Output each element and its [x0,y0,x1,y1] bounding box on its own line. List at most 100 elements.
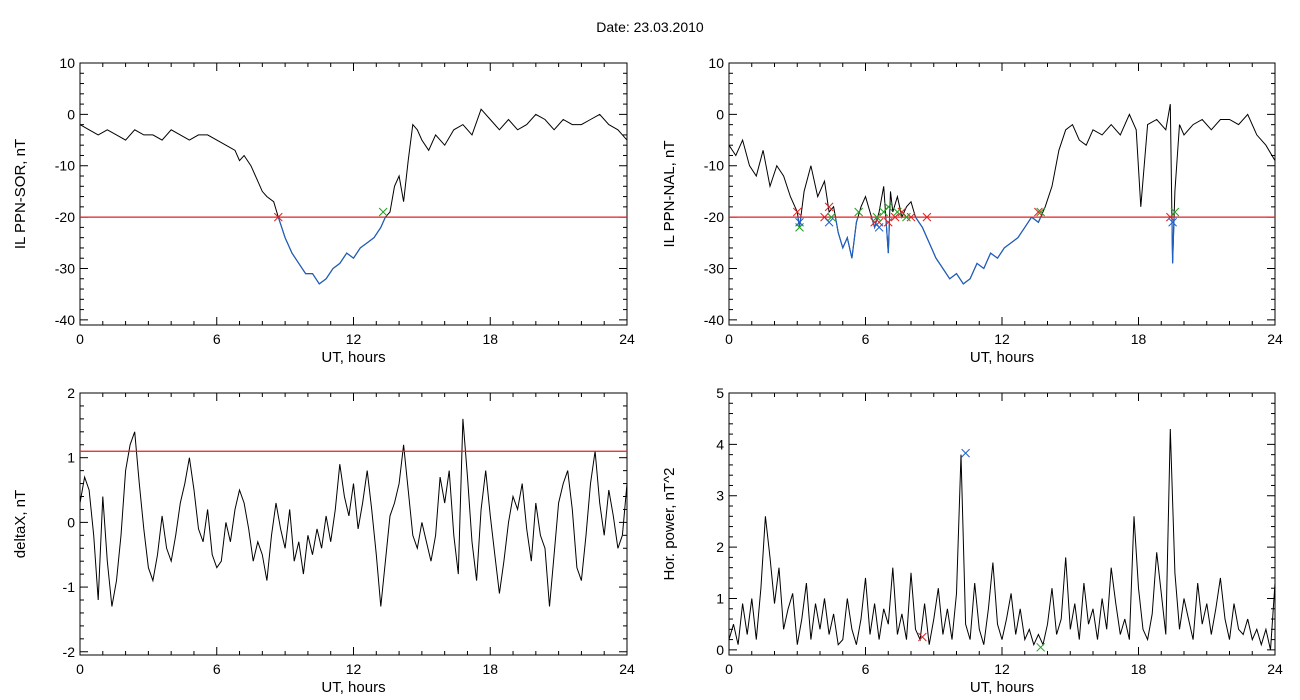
blue-x-marker [874,223,884,232]
chart-panel-2: 0 6 12 18 24 10 0 -10 -20 -30 -40 UT, hours IL PPN-N… [661,55,1283,366]
marker-stroke [1168,217,1177,227]
x-axis-label: UT, hours [321,679,385,696]
x-tick-label: 12 [346,331,362,347]
green-x-marker [1170,207,1180,217]
green-x-marker [883,202,893,212]
blue-x-marker [961,448,970,458]
green-x-marker [902,212,911,222]
y-tick-label: -40 [55,312,75,328]
y-tick-label: -2 [63,644,76,660]
data-series-line [729,428,1275,651]
marker-stroke [897,207,907,217]
marker-stroke [883,217,893,227]
blue-x-marker [824,217,834,227]
green-x-marker [1036,207,1046,217]
marker-stroke [854,207,864,217]
y-tick-label: 5 [716,385,724,401]
x-tick-label: 12 [994,331,1010,347]
chart-panel-4: 0 6 12 18 24 5 4 3 2 1 0 UT, hours Hor. power, nT^2 [661,385,1283,696]
marker-stroke [961,448,970,458]
x-tick-label: 6 [213,661,221,677]
marker-stroke [273,212,283,222]
below-threshold-line [277,217,387,285]
chart-panel-1: 0 6 12 18 24 10 0 -10 -20 -30 -40 UT, hours IL PPN-S… [12,55,635,366]
y-axis-label: IL PPN-SOR, nT [12,139,29,249]
marker-stroke [906,212,916,222]
y-tick-label: -1 [63,579,76,595]
marker-stroke [872,212,882,222]
red-x-marker [792,207,802,217]
red-x-marker [918,632,927,642]
x-tick-label: 12 [994,661,1010,677]
x-tick-label: 6 [862,331,870,347]
y-axis-label: deltaX, nT [12,490,29,558]
y-tick-label: -20 [55,209,75,225]
marker-stroke [824,217,834,227]
y-axis-label: IL PPN-NAL, nT [661,141,678,248]
marker-stroke [1036,642,1046,652]
x-tick-label: 24 [1267,331,1283,347]
y-tick-label: -20 [704,209,724,225]
y-tick-label: -10 [704,158,724,174]
red-x-marker [922,212,932,222]
red-x-marker [824,202,834,212]
below-threshold-line [797,217,1175,285]
x-axis-label: UT, hours [970,679,1034,696]
green-x-marker [827,212,836,222]
y-axis-label: Hor. power, nT^2 [661,468,678,581]
y-tick-label: 0 [67,514,75,530]
y-tick-label: 1 [716,590,724,606]
red-x-marker [890,212,900,222]
green-x-marker [892,207,902,217]
green-x-marker [872,212,882,222]
x-tick-label: 6 [862,661,870,677]
plot-frame [79,392,628,656]
plot-frame [728,392,1276,656]
plot-frame [79,62,628,326]
plot-frame [728,62,1276,326]
y-tick-label: 3 [716,488,724,504]
x-tick-label: 0 [725,331,733,347]
marker-stroke [922,212,932,222]
x-axis-label: UT, hours [321,349,385,366]
red-x-marker [906,212,916,222]
marker-stroke [827,212,836,222]
marker-stroke [902,212,911,222]
x-tick-label: 18 [482,331,498,347]
x-tick-label: 24 [619,331,635,347]
x-tick-label: 12 [346,661,362,677]
x-tick-label: 24 [1267,661,1283,677]
y-tick-label: 0 [716,642,724,658]
y-tick-label: 1 [67,450,75,466]
plot-area [80,108,627,285]
marker-stroke [1036,207,1046,217]
marker-stroke [918,632,927,642]
x-tick-label: 18 [1131,331,1147,347]
marker-stroke [874,223,884,232]
red-x-marker [273,212,283,222]
below-threshold-group [277,217,387,285]
marker-stroke [870,217,879,227]
blue-x-marker [795,217,804,227]
x-tick-label: 0 [76,331,84,347]
y-tick-label: 10 [708,55,724,71]
y-tick-label: 2 [67,385,75,401]
marker-stroke [378,207,388,217]
marker-stroke [792,207,802,217]
plot-area [729,104,1275,285]
y-tick-label: 4 [716,436,724,452]
marker-stroke [824,202,834,212]
y-tick-label: -30 [704,260,724,276]
marker-stroke [1034,207,1043,217]
x-tick-label: 0 [725,661,733,677]
x-tick-label: 24 [619,661,635,677]
y-tick-label: 0 [67,106,75,122]
green-x-marker [378,207,388,217]
data-series-line [729,104,1275,285]
y-tick-label: -10 [55,158,75,174]
blue-x-marker [1168,217,1177,227]
marker-stroke [820,212,829,222]
y-tick-label: -30 [55,260,75,276]
red-x-marker [1034,207,1043,217]
